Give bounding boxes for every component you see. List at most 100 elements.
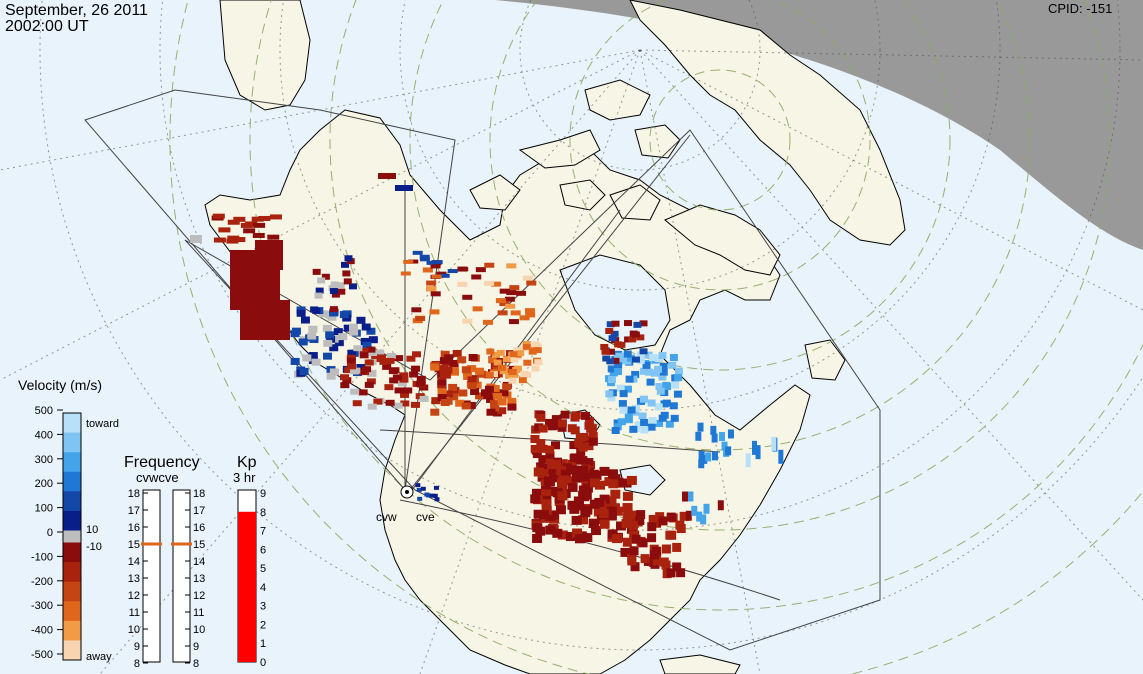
range-gate-cell bbox=[631, 534, 641, 544]
range-gate-cell bbox=[650, 369, 659, 377]
range-gate-cell bbox=[606, 511, 617, 521]
range-gate-cell bbox=[627, 556, 637, 566]
range-gate-cell bbox=[727, 429, 734, 439]
cve-frequency-column bbox=[172, 489, 191, 663]
kp-tick-label: 0 bbox=[260, 657, 266, 669]
velocity-tick-label: 200 bbox=[35, 478, 53, 490]
range-gate-cell bbox=[212, 213, 225, 219]
range-gate-cell bbox=[340, 382, 350, 389]
kp-tick-label: 4 bbox=[260, 582, 266, 594]
range-gate-cell bbox=[362, 366, 372, 373]
frequency-tick-label: 17 bbox=[193, 505, 205, 517]
range-gate-cell bbox=[416, 375, 426, 382]
range-gate-cell bbox=[574, 534, 585, 544]
range-gate-cell bbox=[431, 274, 442, 279]
range-gate-cell bbox=[622, 491, 633, 501]
range-gate-cell bbox=[575, 434, 585, 443]
range-gate-cell bbox=[613, 423, 622, 431]
range-gate-cell bbox=[669, 402, 678, 410]
range-gate-cell bbox=[607, 529, 618, 539]
range-gate-cell bbox=[379, 358, 389, 365]
range-gate-cell bbox=[499, 288, 510, 294]
range-gate-cell bbox=[499, 301, 510, 307]
range-gate-cell bbox=[462, 294, 473, 300]
range-gate-cell bbox=[605, 390, 614, 398]
range-gate-cell bbox=[584, 442, 594, 451]
range-gate-cell bbox=[698, 451, 705, 461]
frequency-tick-label: 9 bbox=[193, 641, 199, 653]
range-gate-cell bbox=[358, 389, 368, 396]
range-gate-cell bbox=[645, 368, 654, 376]
velocity-color-step bbox=[63, 510, 81, 531]
range-gate-cell bbox=[545, 451, 555, 460]
range-gate-cell bbox=[599, 494, 610, 504]
velocity-tick-label: -200 bbox=[31, 576, 53, 588]
range-gate-cell bbox=[588, 432, 598, 441]
range-gate-cell bbox=[620, 547, 630, 557]
range-gate-cell bbox=[516, 350, 525, 357]
range-gate-cell bbox=[536, 439, 546, 448]
velocity-color-step bbox=[63, 491, 81, 512]
threshold-negative: -10 bbox=[86, 541, 102, 553]
range-gate-cell bbox=[648, 416, 657, 424]
range-gate-cell bbox=[638, 538, 648, 548]
range-gate-cell bbox=[299, 367, 309, 375]
date-label: September, 26 2011 bbox=[5, 2, 148, 19]
range-gate-cell bbox=[326, 372, 336, 380]
range-gate-cell bbox=[426, 280, 437, 286]
range-gate-cell bbox=[492, 351, 501, 358]
range-gate-cell bbox=[639, 395, 648, 403]
range-gate-cell bbox=[557, 483, 568, 493]
range-gate-cell bbox=[674, 374, 683, 382]
arctic-island-2 bbox=[584, 79, 651, 121]
range-gate-cell bbox=[308, 325, 318, 333]
range-gate-cell bbox=[430, 363, 440, 371]
mlat-circle bbox=[569, 0, 871, 291]
range-gate-cell bbox=[647, 522, 657, 532]
range-gate-cell bbox=[614, 362, 623, 370]
meridian bbox=[0, 49, 641, 381]
range-gate-cell bbox=[576, 456, 586, 465]
range-gate-cell bbox=[655, 383, 664, 391]
range-gate-cell bbox=[329, 368, 339, 376]
frequency-tick-label: 9 bbox=[134, 641, 140, 653]
range-gate-cell bbox=[267, 234, 280, 240]
range-gate-cell bbox=[483, 319, 494, 325]
velocity-tick-label: 0 bbox=[47, 527, 53, 539]
range-gate-cell bbox=[682, 491, 689, 502]
frequency-tick-label: 10 bbox=[128, 624, 140, 636]
range-gate-cell bbox=[584, 421, 594, 430]
range-gate-cell bbox=[455, 399, 465, 407]
range-gate-cell bbox=[226, 238, 239, 244]
range-gate-cell bbox=[628, 521, 638, 531]
range-gate-cell bbox=[698, 459, 705, 469]
range-gate-cell bbox=[594, 480, 605, 490]
frequency-tick-label: 14 bbox=[193, 556, 205, 568]
range-gate-cell bbox=[353, 345, 363, 352]
range-gate-cell bbox=[551, 459, 561, 468]
velocity-color-step bbox=[63, 432, 81, 453]
frequency-tick-label: 12 bbox=[193, 590, 205, 602]
range-gate-cell bbox=[403, 387, 413, 394]
range-gate-cell bbox=[557, 419, 567, 428]
latitude-circle bbox=[279, 0, 1001, 411]
range-gate-cell bbox=[648, 514, 658, 524]
range-gate-cell bbox=[640, 426, 649, 434]
range-gate-cell bbox=[447, 269, 458, 274]
range-gate-cell bbox=[611, 534, 622, 544]
range-gate-cell bbox=[755, 445, 761, 460]
range-gate-cell bbox=[343, 278, 352, 285]
range-gate-cell bbox=[613, 419, 622, 427]
range-gate-cell bbox=[322, 324, 332, 332]
range-gate-cell bbox=[290, 357, 300, 365]
range-gate-cell bbox=[504, 296, 515, 302]
range-gate-cell bbox=[505, 372, 514, 379]
range-gate-cell bbox=[384, 384, 394, 391]
range-gate-cell bbox=[298, 338, 308, 346]
meridian bbox=[639, 49, 1143, 311]
frequency-tick-label: 18 bbox=[193, 488, 205, 500]
range-gate-cell bbox=[695, 431, 702, 441]
range-gate-cell bbox=[639, 320, 648, 327]
range-gate-cell bbox=[457, 356, 467, 364]
range-gate-cell bbox=[526, 280, 537, 286]
